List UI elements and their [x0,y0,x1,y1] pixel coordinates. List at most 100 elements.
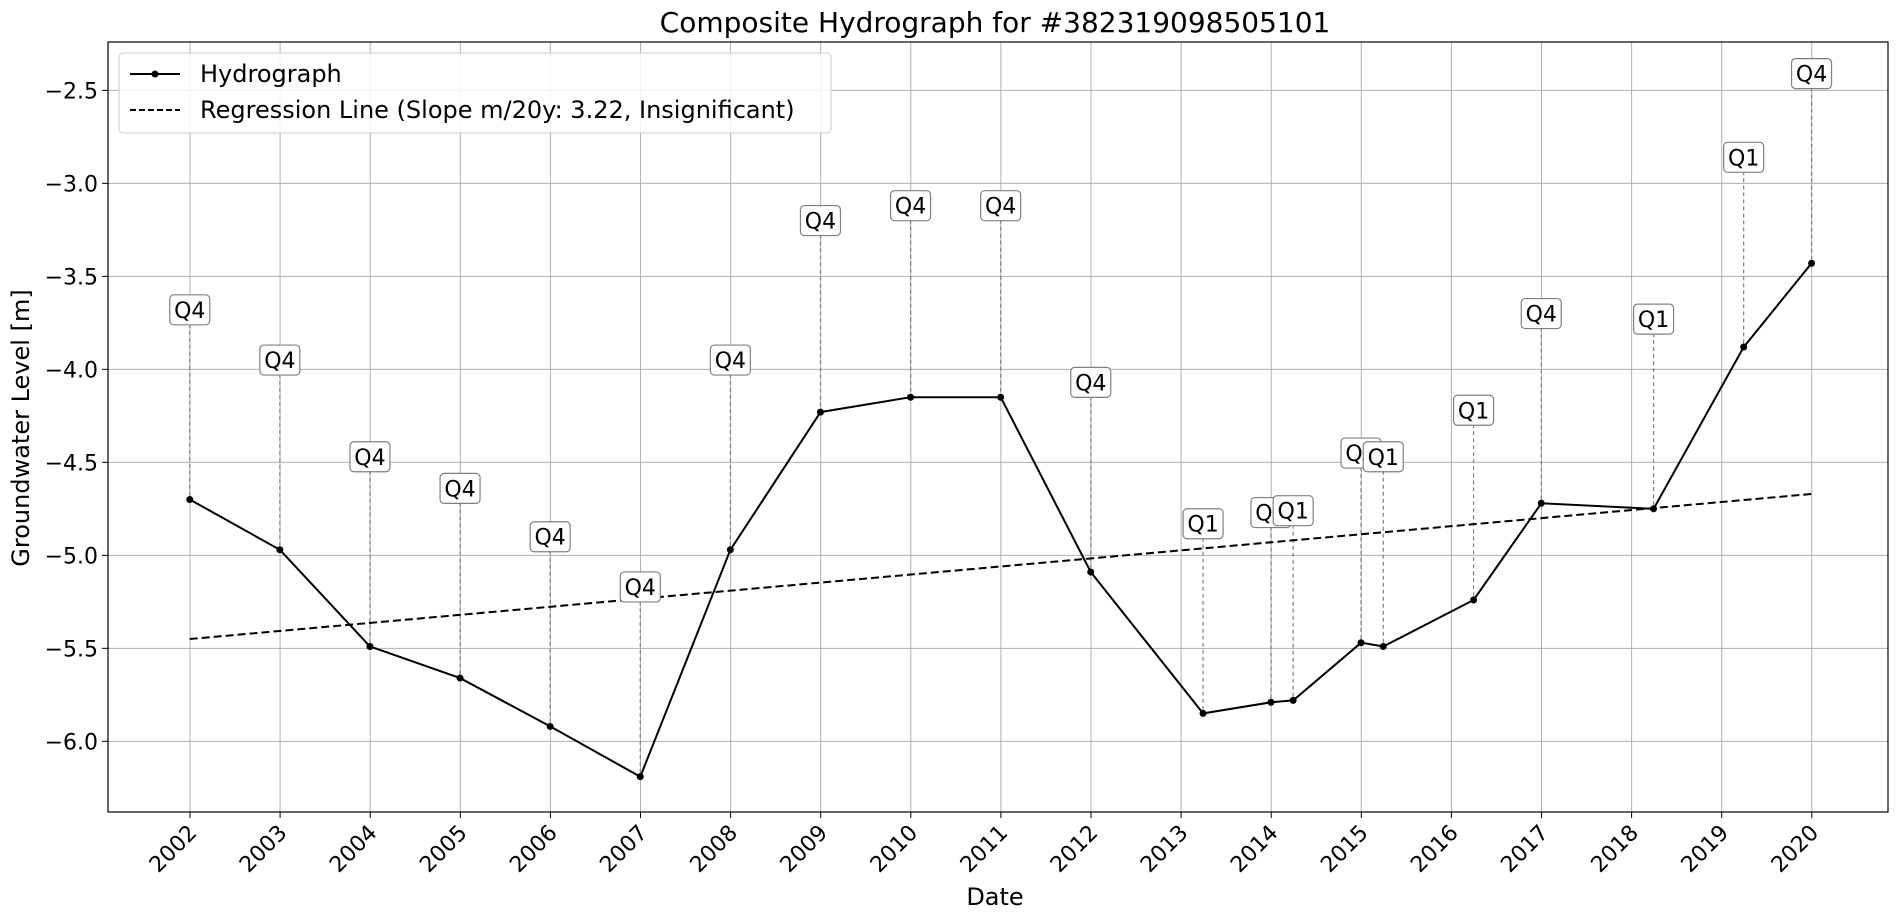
series-layer [186,259,1816,781]
hydrograph-point [186,496,194,504]
x-tick-label: 2014 [1226,821,1283,878]
annotation-label: Q4 [354,446,385,471]
hydrograph-point [1740,343,1748,351]
hydrograph-point [1470,596,1478,604]
hydrograph-point [456,674,464,682]
y-tick-label: −3.5 [45,265,98,290]
legend-hydrograph-marker [151,70,159,78]
hydrograph-point [1289,696,1297,704]
hydrograph-point [1379,642,1387,650]
annotation-label: Q4 [1075,371,1106,396]
x-tick-label: 2015 [1316,821,1373,878]
annotation-label: Q1 [1458,399,1489,424]
x-tick-label: 2019 [1677,821,1734,878]
annotation-label: Q4 [805,210,836,235]
regression-line [189,492,1812,641]
grid-lines [108,42,1888,812]
hydrograph-point [546,722,554,730]
hydrograph-point [636,773,644,781]
hydrograph-point [1357,639,1365,647]
y-tick-label: −6.0 [45,730,98,755]
annotation-label-box [799,204,842,237]
x-tick-label: 2011 [956,821,1013,878]
annotation-label: Q4 [174,299,205,324]
annotation-label-box [439,472,481,504]
x-tick-label: 2007 [595,821,652,878]
annotation-label: Q4 [264,349,295,374]
annotation-label-box [709,344,751,376]
x-tick-label: 2003 [235,821,292,878]
annotation-label-box [889,190,932,222]
hydrograph-point [1087,568,1095,576]
annotation-label: Q4 [534,526,565,551]
hydrograph-point [1808,259,1816,267]
hydrograph-point [907,393,915,401]
x-tick-label: 2010 [866,821,923,878]
annotation-label-box [1723,141,1765,173]
annotation-label-box [1790,58,1833,90]
annotation-label: Q4 [715,349,746,374]
y-tick-label: −3.0 [45,172,98,197]
legend-box [118,52,832,134]
x-tick-label: 2018 [1587,821,1644,878]
annotation-label: Q4 [444,477,475,502]
annotation-label-box [1632,303,1675,335]
annotation-label: Q1 [1278,500,1309,525]
hydrograph-point [997,393,1005,401]
y-tick-label: −4.5 [45,451,98,476]
annotation-label: Q4 [625,576,656,601]
annotation-label: Q4 [1526,303,1557,328]
x-axis-label: Date [966,883,1023,911]
hydrograph-point [1650,505,1658,513]
hydrograph-point [726,546,734,554]
y-tick-label: −2.5 [45,79,98,104]
legend: Hydrograph Regression Line (Slope m/20y: … [118,52,832,134]
annotation-label-box [1182,508,1224,540]
annotation-label-box [259,344,301,376]
annotation-label: Q4 [895,195,926,220]
annotation-label-box [1070,366,1112,398]
plot-frame [107,41,1889,813]
x-tick-label: 2005 [415,821,472,878]
y-tick-label: −4.0 [45,358,98,383]
x-tick-label: 2002 [145,821,202,878]
x-tick-label: 2008 [686,821,743,878]
x-tick-label: 2016 [1406,821,1463,878]
hydrograph-point [276,546,284,554]
hydrograph-point [1199,709,1207,717]
hydrograph-point [1537,499,1545,507]
x-tick-label: 2009 [776,821,833,878]
hydrograph-point [816,408,824,416]
annotation-label-box [349,441,391,473]
annotation-layer [189,87,1813,777]
y-axis-label: Groundwater Level [m] [7,289,35,566]
annotation-label: Q4 [985,195,1016,220]
annotation-label: Q1 [1368,446,1399,471]
annotation-label: Q1 [1187,513,1218,538]
x-tick-label: 2006 [505,821,562,878]
annotation-label: Q4 [1796,63,1827,88]
annotation-label-box [1272,495,1314,527]
legend-hydrograph-label: Hydrograph [200,60,342,88]
annotation-label-box [529,521,571,553]
y-tick-label: −5.5 [45,637,98,662]
annotation-label-box [169,294,211,326]
annotation-label-box [1452,394,1495,426]
x-tick-label: 2020 [1767,821,1824,878]
chart-title: Composite Hydrograph for #38231909850510… [660,6,1331,39]
axis-ticks: 2002 2003 2004 2005 2006 2007 2008 2009 2010 2011… [45,79,1824,877]
annotation-label: Q1 [1728,146,1759,171]
annotation-label-box [619,571,661,603]
x-tick-label: 2013 [1136,821,1193,878]
x-tick-label: 2012 [1046,821,1103,878]
annotation-label-box [1362,441,1404,473]
legend-regression-label: Regression Line (Slope m/20y: 3.22, Insi… [200,96,795,124]
hydrograph-point [366,642,374,650]
annotation-label: Q1 [1638,308,1669,333]
y-tick-label: −5.0 [45,544,98,569]
x-tick-label: 2017 [1496,821,1553,878]
annotation-label-box [1520,297,1562,330]
hydrograph-point [1267,698,1275,706]
